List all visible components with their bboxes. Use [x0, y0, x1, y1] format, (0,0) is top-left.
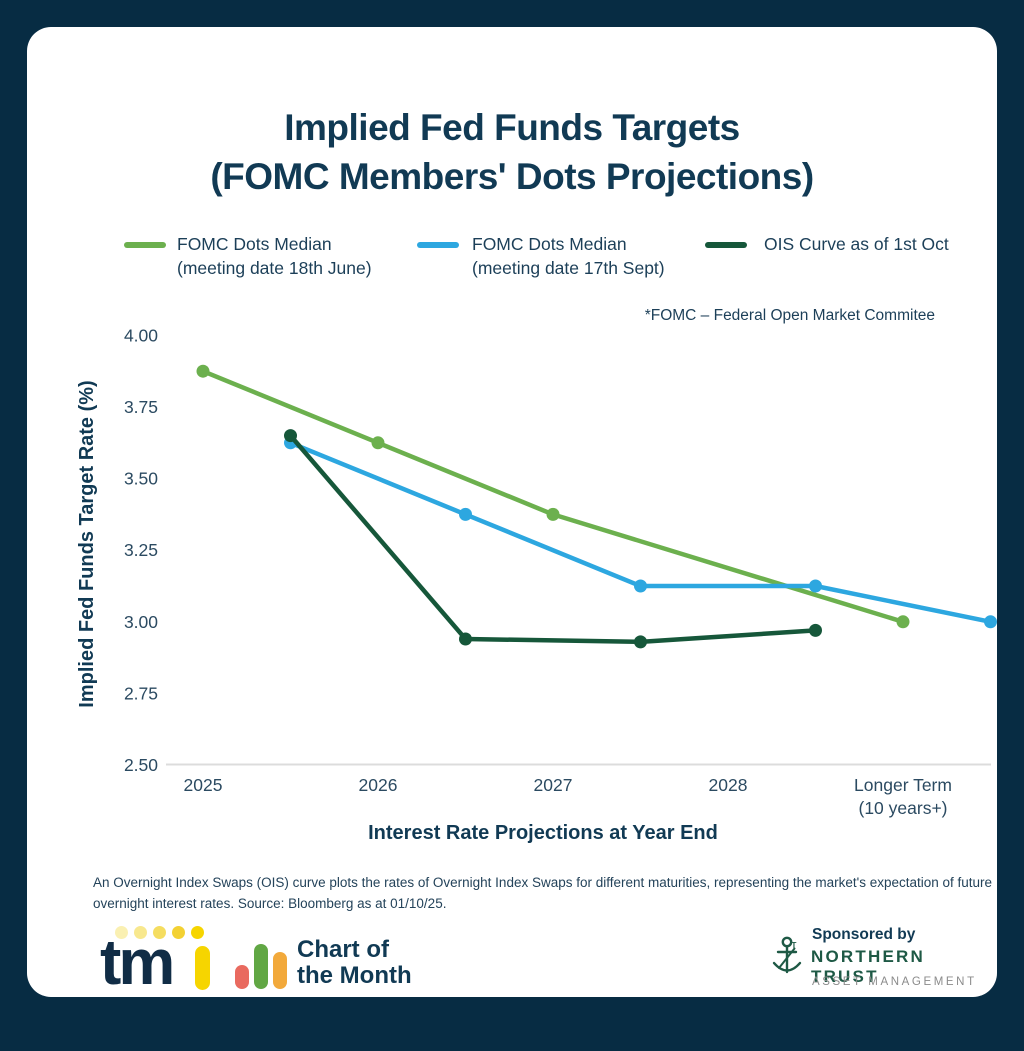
y-tick-label: 3.00: [124, 612, 158, 632]
page: { "title": { "line1": "Implied Fed Funds…: [27, 27, 997, 997]
northern-trust-wordmark: NORTHERN TRUST: [811, 947, 925, 986]
legend-label-line2: (meeting date 18th June): [177, 258, 372, 278]
legend-label: FOMC Dots Median (meeting date 18th June…: [177, 232, 372, 280]
legend-label: OIS Curve as of 1st Oct: [764, 232, 949, 256]
y-axis-title: Implied Fed Funds Target Rate (%): [76, 380, 98, 707]
data-point-series-0: [546, 507, 560, 521]
bar-icon-red: [235, 965, 249, 989]
series-line-1: [288, 440, 993, 625]
y-tick-label: 3.25: [124, 540, 158, 560]
series-line-2: [288, 433, 818, 645]
tmi-dot-5: [191, 926, 204, 939]
page-title: Implied Fed Funds Targets (FOMC Members'…: [27, 103, 997, 201]
chart-of-month-line2: the Month: [297, 962, 412, 989]
svg-text:T: T: [792, 941, 797, 950]
x-tick-label: 2026: [359, 775, 398, 795]
data-point-series-2: [634, 635, 647, 649]
tmi-dot-2: [134, 926, 147, 939]
asset-management-label: ASSET MANAGEMENT: [812, 976, 977, 988]
data-point-series-0: [196, 364, 210, 378]
legend-label-line1: FOMC Dots Median: [177, 234, 332, 254]
legend-swatch-green: [124, 242, 166, 248]
x-tick-label: 2027: [534, 775, 573, 795]
y-tick-label: 2.75: [124, 683, 158, 703]
x-tick-label: 2028: [709, 775, 748, 795]
legend-item-fomc-june: FOMC Dots Median (meeting date 18th June…: [124, 232, 372, 280]
sponsored-by-label: Sponsored by: [812, 926, 916, 943]
x-tick-label-line2: (10 years+): [859, 798, 948, 818]
data-point-series-0: [371, 436, 385, 450]
data-point-series-2: [809, 623, 822, 637]
legend-swatch-blue: [417, 242, 459, 248]
y-tick-label: 2.50: [124, 755, 158, 775]
legend-label: FOMC Dots Median (meeting date 17th Sept…: [472, 232, 665, 280]
data-point-series-1: [984, 615, 997, 629]
fed-funds-line-chart: 4.00 3.75 3.50 3.25 3.00 2.75 2.50 2025 2026 2027…: [76, 325, 997, 844]
x-tick-label: 2025: [184, 775, 223, 795]
title-line-1: Implied Fed Funds Targets: [284, 107, 740, 148]
bar-icon-green: [254, 944, 268, 989]
data-point-series-1: [459, 507, 472, 521]
tmi-logo: tm: [100, 926, 232, 998]
y-tick-label: 3.50: [124, 469, 158, 489]
tmi-logo-letters: tm: [100, 926, 175, 998]
series-line-0: [200, 368, 906, 625]
legend-item-fomc-sept: FOMC Dots Median (meeting date 17th Sept…: [417, 232, 665, 280]
data-point-series-2: [284, 429, 297, 443]
legend-swatch-darkgreen: [705, 242, 747, 248]
y-tick-label: 4.00: [124, 325, 158, 345]
tmi-dot-3: [153, 926, 166, 939]
y-tick-label: 3.75: [124, 397, 158, 417]
chart-of-month-bars-icon: [235, 944, 290, 989]
chart-description: An Overnight Index Swaps (OIS) curve plo…: [93, 875, 993, 911]
legend-item-ois: OIS Curve as of 1st Oct: [705, 232, 949, 256]
data-point-series-0: [896, 615, 910, 629]
tmi-logo-i-bar: [195, 946, 210, 990]
x-tick-label: Longer Term: [854, 775, 952, 795]
x-axis-title: Interest Rate Projections at Year End: [368, 822, 718, 844]
content-card: Implied Fed Funds Targets (FOMC Members'…: [27, 27, 997, 997]
northern-trust-anchor-icon: T: [772, 936, 802, 974]
bar-icon-orange: [273, 952, 287, 989]
chart-of-month-wordmark: Chart of the Month: [297, 937, 412, 989]
legend-label-line1: OIS Curve as of 1st Oct: [764, 234, 949, 254]
fomc-footnote: *FOMC – Federal Open Market Commitee: [644, 307, 935, 324]
data-point-series-1: [809, 579, 822, 593]
tmi-dot-4: [172, 926, 185, 939]
chart-of-month-line1: Chart of: [297, 936, 389, 963]
legend-label-line1: FOMC Dots Median: [472, 234, 627, 254]
tmi-dot-1: [115, 926, 128, 939]
data-point-series-2: [459, 632, 472, 646]
legend-label-line2: (meeting date 17th Sept): [472, 258, 665, 278]
data-point-series-1: [634, 579, 647, 593]
title-line-2: (FOMC Members' Dots Projections): [210, 156, 814, 197]
